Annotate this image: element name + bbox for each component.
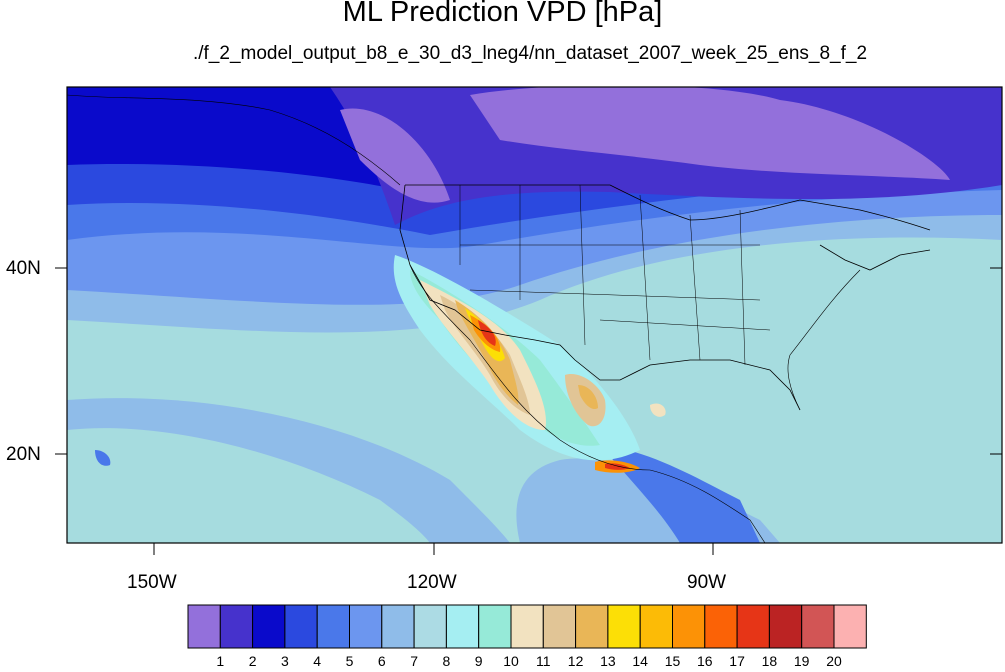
country-borders — [399, 184, 931, 411]
colorbar-swatch — [478, 604, 512, 649]
colorbar-label: 17 — [729, 653, 745, 669]
field-band-1c — [340, 108, 450, 203]
colorbar-swatch — [736, 604, 770, 649]
colorbar-label: 3 — [280, 653, 289, 669]
field-east-plume-13 — [578, 385, 598, 410]
colorbar-label: 20 — [826, 653, 842, 669]
colorbar-swatch — [187, 604, 221, 649]
map-ticks — [55, 267, 1002, 555]
lon-label-90w: 90W — [687, 572, 727, 593]
colorbar-label: 19 — [793, 653, 810, 669]
colorbar-label: 12 — [567, 653, 584, 669]
colorbar-swatch — [284, 604, 318, 649]
colorbar-label: 15 — [664, 653, 681, 669]
colorbar-swatch — [672, 604, 706, 649]
map-subtitle: ./f_2_model_output_b8_e_30_d3_lneg4/nn_d… — [192, 43, 868, 64]
colorbar-swatch — [704, 604, 738, 649]
state-borders — [459, 184, 771, 366]
colorbar-label: 7 — [410, 653, 418, 669]
lon-label-150w: 150W — [127, 572, 177, 593]
colorbar-swatch — [768, 604, 803, 649]
colorbar-swatch — [833, 604, 867, 649]
field-plume-18 — [478, 320, 496, 346]
colorbar-label: 11 — [536, 653, 551, 669]
lat-label-20n: 20N — [6, 444, 41, 465]
colorbar-label: 6 — [377, 653, 386, 669]
colorbar-swatch — [219, 604, 254, 649]
colorbar-label: 8 — [442, 653, 451, 669]
colorbar-label: 2 — [248, 653, 257, 669]
field-plume-13 — [455, 300, 519, 405]
colorbar-swatch — [575, 604, 609, 649]
colorbar-label: 10 — [503, 653, 519, 669]
colorbar-swatch — [639, 604, 674, 649]
colorbar-swatch — [445, 604, 480, 649]
lon-label-120w: 120W — [407, 572, 457, 593]
colorbar-swatch — [542, 604, 577, 649]
map-title: ML Prediction VPD [hPa] — [342, 0, 663, 28]
colorbar-label: 16 — [697, 653, 713, 669]
field-pacific-south2 — [67, 428, 430, 543]
colorbar-label: 13 — [600, 653, 616, 669]
field-band-1 — [470, 87, 950, 180]
coastlines — [67, 94, 861, 543]
colorbar-label: 4 — [313, 653, 322, 669]
colorbar-swatch — [349, 604, 383, 649]
field-south-hotspot-core — [605, 463, 630, 470]
colorbar-label: 14 — [632, 653, 648, 669]
colorbar-swatch — [381, 604, 415, 649]
colorbar-swatch — [801, 604, 835, 649]
colorbar-swatch — [510, 604, 544, 649]
field-hawaii-blue — [95, 450, 111, 466]
colorbar-swatch — [252, 604, 286, 649]
colorbar-swatch — [316, 604, 351, 649]
colorbar-swatch — [413, 604, 447, 649]
colorbar-label: 1 — [216, 653, 225, 669]
field-gulf-spot — [650, 403, 666, 417]
map-frame — [66, 86, 1003, 544]
lat-label-40n: 40N — [6, 258, 41, 279]
colorbar-label: 18 — [761, 653, 778, 669]
vpd-map — [55, 86, 1003, 555]
colorbar-swatch — [607, 604, 641, 649]
colorbar-label: 9 — [474, 653, 483, 669]
colorbar-label: 5 — [345, 653, 354, 669]
